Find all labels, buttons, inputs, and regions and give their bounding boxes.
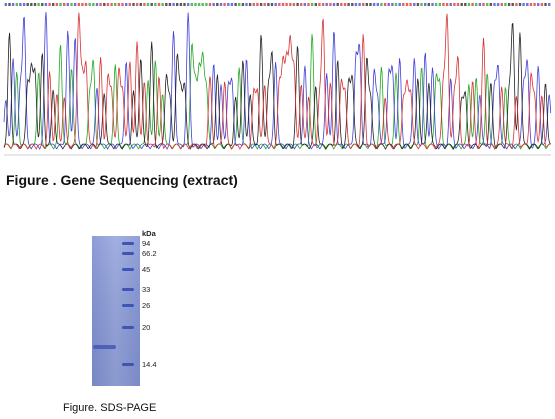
marker-label-26: 26 — [142, 301, 150, 310]
marker-label-45: 45 — [142, 265, 150, 274]
marker-band-14-4 — [122, 363, 134, 366]
marker-label-66-2: 66.2 — [142, 249, 157, 258]
marker-band-33 — [122, 288, 134, 291]
gene-sequencing-caption: Figure . Gene Sequencing (extract) — [6, 172, 238, 188]
marker-label-20: 20 — [142, 323, 150, 332]
marker-band-94 — [122, 242, 134, 245]
kda-unit-label: kDa — [142, 229, 157, 238]
marker-band-45 — [122, 268, 134, 271]
sample-band — [93, 345, 116, 349]
chromatogram-traces — [3, 11, 552, 150]
trace-g — [3, 22, 551, 150]
marker-band-26 — [122, 304, 134, 307]
marker-label-33: 33 — [142, 285, 150, 294]
base-call-row — [4, 3, 551, 6]
trace-t — [3, 12, 551, 150]
marker-label-94: 94 — [142, 239, 150, 248]
sds-page-gel-image: kDa 94 66.2 45 33 26 20 14.4 — [62, 224, 168, 388]
trace-a — [3, 34, 551, 150]
sds-page-caption: Figure. SDS-PAGE — [63, 402, 157, 414]
marker-band-66-2 — [122, 252, 134, 255]
trace-c — [3, 11, 552, 150]
marker-band-20 — [122, 326, 134, 329]
sequencing-chromatogram — [0, 0, 555, 160]
marker-label-14-4: 14.4 — [142, 360, 157, 369]
